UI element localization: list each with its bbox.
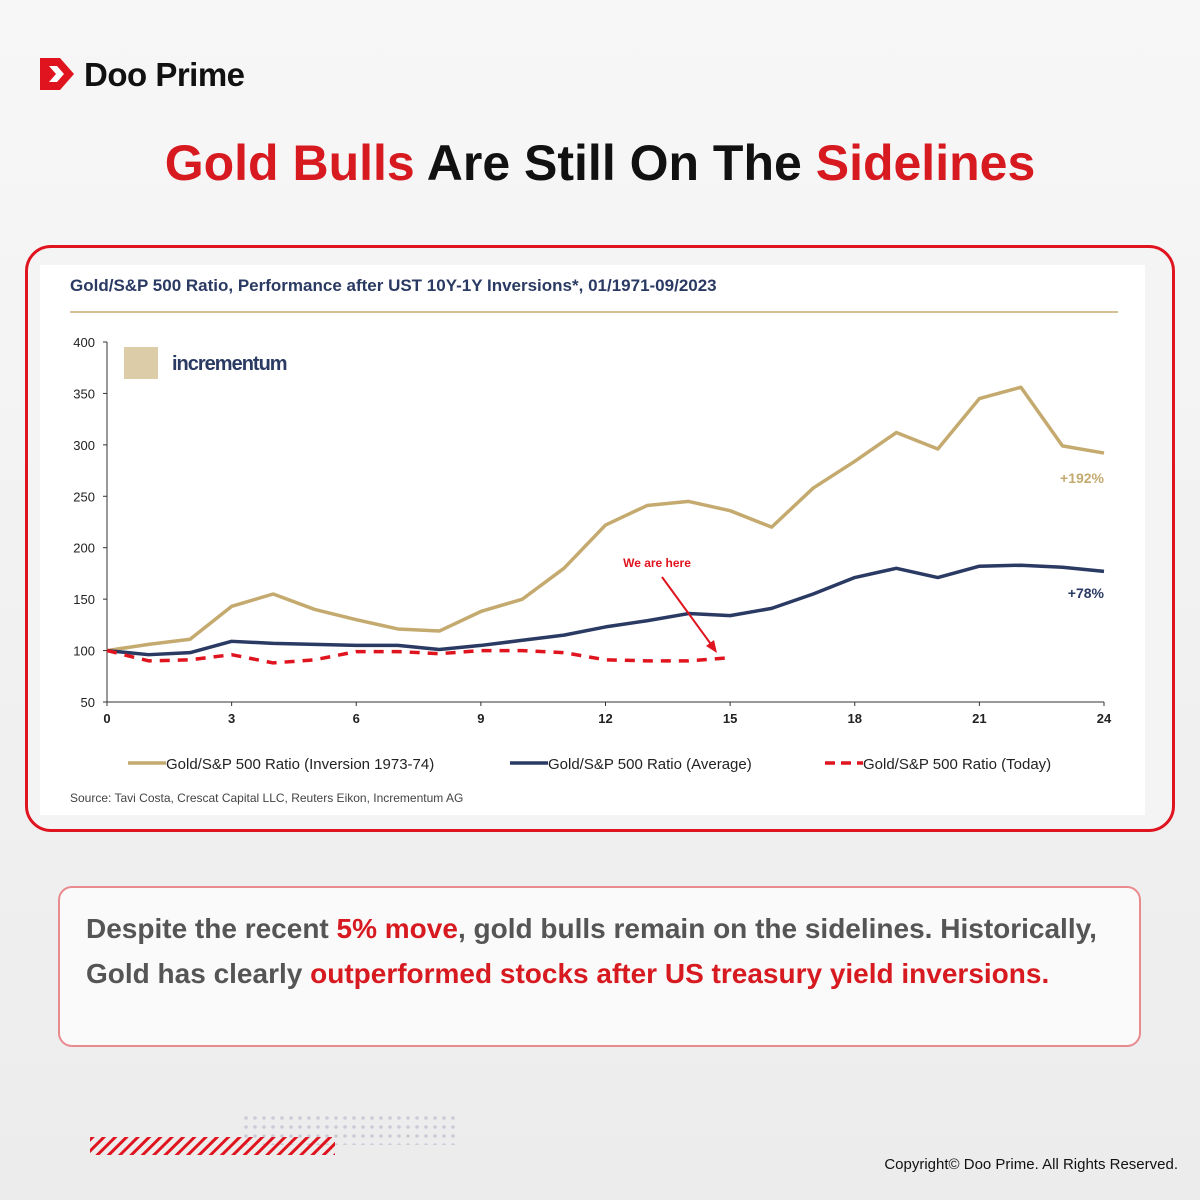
series-line bbox=[106, 648, 731, 665]
x-tick-label: 15 bbox=[723, 711, 737, 726]
copyright: Copyright© Doo Prime. All Rights Reserve… bbox=[884, 1156, 1178, 1173]
x-tick-label: 3 bbox=[228, 711, 235, 726]
logo: incrementum bbox=[172, 353, 287, 375]
body-text: outperformed stocks after US treasury yi… bbox=[310, 958, 1050, 989]
legend-label: Gold/S&P 500 Ratio (Average) bbox=[548, 756, 752, 773]
headline-part: Gold Bulls bbox=[164, 135, 415, 191]
text-box: Despite the recent 5% move, gold bulls r… bbox=[58, 886, 1141, 1047]
legend-label: Gold/S&P 500 Ratio (Inversion 1973-74) bbox=[166, 756, 434, 773]
x-tick-label: 6 bbox=[353, 711, 360, 726]
body-text: , gold bulls remain on the sidelines. Hi… bbox=[86, 913, 1097, 989]
x-tick-label: 12 bbox=[598, 711, 612, 726]
annotation: We are here bbox=[623, 556, 691, 570]
body-text: 5% move bbox=[336, 913, 458, 944]
y-tick-label: 300 bbox=[73, 438, 95, 453]
y-tick-label: 350 bbox=[73, 386, 95, 401]
series-line bbox=[106, 385, 1105, 653]
headline-part: Sidelines bbox=[815, 135, 1036, 191]
brand-icon bbox=[40, 58, 74, 90]
x-tick-label: 24 bbox=[1097, 711, 1112, 726]
legend-label: Gold/S&P 500 Ratio (Today) bbox=[863, 756, 1051, 773]
brand: Doo Prime bbox=[84, 56, 245, 93]
chart: Gold/S&P 500 Ratio, Performance after US… bbox=[40, 265, 1145, 815]
annotation-arrow bbox=[661, 576, 714, 648]
decoration bbox=[90, 1115, 460, 1155]
y-tick-label: 100 bbox=[73, 644, 95, 659]
x-tick-label: 9 bbox=[477, 711, 484, 726]
series-line bbox=[106, 563, 1105, 657]
logo-icon bbox=[124, 347, 158, 379]
y-tick-label: 250 bbox=[73, 489, 95, 504]
body-text: Despite the recent bbox=[86, 913, 337, 944]
y-tick-label: 200 bbox=[73, 541, 95, 556]
headline-part: Are Still On The bbox=[414, 135, 816, 191]
headline: Gold Bulls Are Still On The Sidelines bbox=[0, 134, 1200, 192]
y-tick-label: 150 bbox=[73, 592, 95, 607]
x-tick-label: 0 bbox=[103, 711, 110, 726]
chart-source: Source: Tavi Costa, Crescat Capital LLC,… bbox=[70, 791, 463, 805]
y-tick-label: 50 bbox=[81, 695, 95, 710]
x-tick-label: 18 bbox=[848, 711, 862, 726]
y-tick-label: 400 bbox=[73, 335, 95, 350]
annotation: +192% bbox=[1060, 470, 1105, 486]
annotation: +78% bbox=[1068, 585, 1105, 601]
arrow-head bbox=[706, 640, 717, 653]
x-tick-label: 21 bbox=[972, 711, 986, 726]
chart-title: Gold/S&P 500 Ratio, Performance after US… bbox=[70, 276, 717, 295]
